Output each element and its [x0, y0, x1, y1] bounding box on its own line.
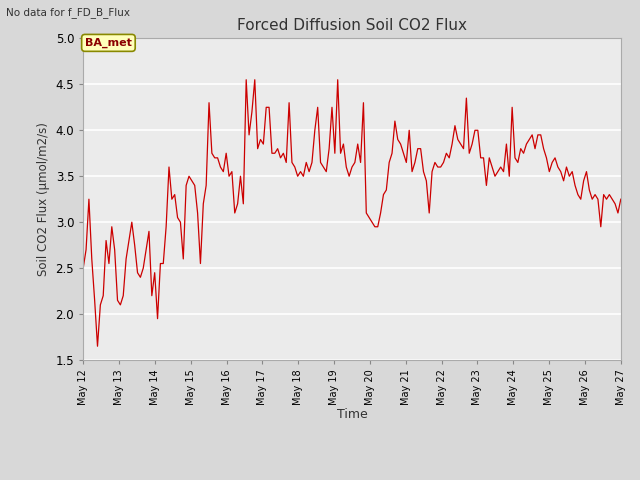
Title: Forced Diffusion Soil CO2 Flux: Forced Diffusion Soil CO2 Flux	[237, 18, 467, 33]
Text: No data for f_FD_B_Flux: No data for f_FD_B_Flux	[6, 7, 131, 18]
Y-axis label: Soil CO2 Flux (μmol/m2/s): Soil CO2 Flux (μmol/m2/s)	[37, 122, 50, 276]
X-axis label: Time: Time	[337, 408, 367, 420]
Text: BA_met: BA_met	[85, 38, 132, 48]
